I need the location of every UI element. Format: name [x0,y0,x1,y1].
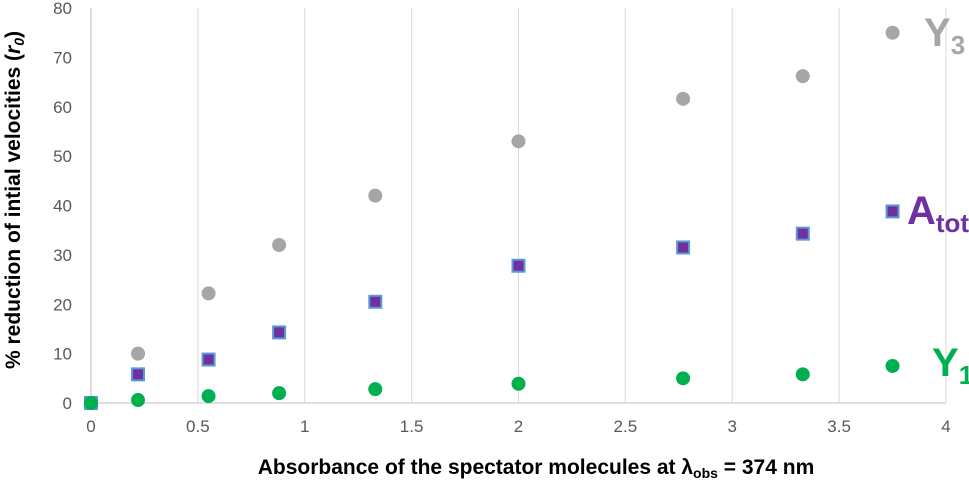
series-label-y3: Y3 [924,11,965,60]
point-atot [795,226,810,241]
y-axis-title: % reduction of intial velocities (r0) [2,31,27,369]
y-tick-label: 60 [53,98,72,117]
point-y3 [201,286,216,301]
point-y1 [201,389,216,404]
point-y3 [676,91,691,106]
x-tick-labels: 0 0.5 1 1.5 2 2.5 3 3.5 4 [86,417,950,436]
series-label-atot: Atot [907,189,969,238]
point-y1 [272,386,287,401]
x-tick-label: 2.5 [614,417,638,436]
point-y3 [795,69,810,84]
y-tick-label: 50 [53,147,72,166]
point-y3 [131,346,146,361]
y-tick-label: 20 [53,295,72,314]
point-atot [511,258,526,273]
series-label-y1: Y1 [932,341,969,390]
data-points [84,25,900,410]
x-tick-label: 1 [300,417,309,436]
point-y1 [368,382,383,397]
point-atot [131,367,146,382]
point-y1 [131,393,146,408]
y-tick-label: 70 [53,48,72,67]
point-atot [272,325,287,340]
point-y1 [795,367,810,382]
point-atot [368,294,383,309]
y-tick-label: 10 [53,345,72,364]
y-tick-label: 80 [53,0,72,18]
x-tick-label: 3 [728,417,737,436]
x-axis-title: Absorbance of the spectator molecules at… [258,456,815,481]
point-y1 [885,358,900,373]
x-tick-label: 0 [86,417,95,436]
y-tick-label: 30 [53,246,72,265]
point-y1 [84,396,98,410]
point-atot [885,204,900,219]
y-tick-labels: 0 10 20 30 40 50 60 70 80 [53,0,72,413]
point-y3 [885,25,900,40]
x-tick-label: 4 [941,417,950,436]
point-y3 [511,134,526,149]
x-tick-label: 0.5 [186,417,210,436]
axes [90,8,946,404]
gridlines [197,8,947,403]
point-y1 [676,371,691,386]
y-tick-label: 40 [53,197,72,216]
point-y3 [368,188,383,203]
x-tick-label: 2 [514,417,523,436]
point-atot [201,352,216,367]
series-labels: Y3 Atot Y1 [907,11,969,390]
point-y3 [272,238,287,252]
y-tick-label: 0 [63,394,72,413]
point-atot [676,240,691,255]
x-tick-label: 3.5 [827,417,851,436]
x-tick-label: 1.5 [400,417,424,436]
point-y1 [511,376,526,391]
